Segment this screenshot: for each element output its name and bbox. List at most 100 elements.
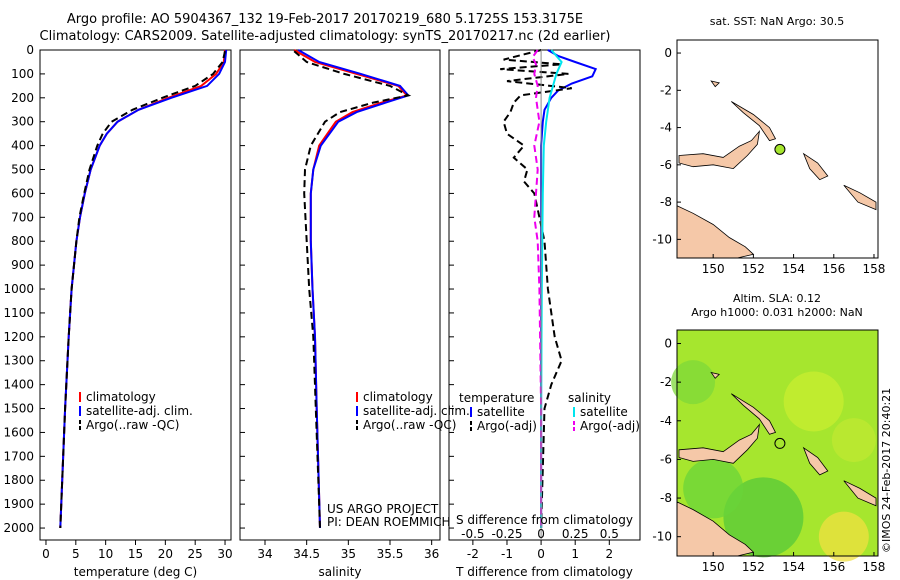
coastline-polygon — [843, 184, 877, 211]
y-tick-label: 200 — [11, 91, 34, 105]
legend-entry: climatology — [363, 390, 433, 404]
legend-header-temperature: temperature — [459, 391, 534, 405]
panel-frame-salinity — [239, 49, 441, 541]
x-tick-label: 15 — [128, 547, 143, 561]
legend-entry: Argo(-adj) — [580, 419, 640, 433]
sla-field-patch — [683, 458, 744, 519]
map-x-tick-label: 156 — [822, 560, 845, 574]
argo-float-marker — [774, 437, 786, 449]
coastline-polygon — [802, 446, 829, 476]
y-tick-label: 1400 — [3, 378, 34, 392]
x-tick-label: 25 — [188, 547, 203, 561]
map-border — [676, 329, 879, 557]
pi-annotation: PI: DEAN ROEMMICH — [327, 515, 450, 529]
y-tick-label: 1500 — [3, 402, 34, 416]
y-tick-label: 1900 — [3, 497, 34, 511]
y-tick-label: 1300 — [3, 354, 34, 368]
legend-entry: Argo(-adj) — [477, 419, 537, 433]
map-y-tick-label: 0 — [664, 46, 672, 60]
sla-field-patch — [723, 477, 804, 558]
legend-entry: satellite-adj. clim. — [86, 404, 193, 418]
legend-entry: satellite — [477, 405, 525, 419]
map-y-tick-label: -6 — [660, 158, 672, 172]
map-x-tick-label: 154 — [782, 262, 805, 276]
x-tick-label: 34.5 — [293, 547, 320, 561]
x-tick-label: 5 — [72, 547, 80, 561]
y-tick-label: 0 — [26, 43, 34, 57]
y-tick-label: 400 — [11, 139, 34, 153]
sla-field-patch — [671, 360, 716, 405]
coastline-polygon — [731, 101, 777, 142]
legend-entry: satellite-adj. clim. — [363, 404, 470, 418]
y-tick-label: 900 — [11, 258, 34, 272]
y-tick-label: 1000 — [3, 282, 34, 296]
y-tick-label: 1800 — [3, 473, 34, 487]
coastline-polygon — [678, 129, 761, 170]
map-y-tick-label: -4 — [660, 121, 672, 135]
top-tick-label: -0.25 — [491, 527, 522, 541]
legend-entry: Argo(..raw -QC) — [86, 418, 179, 432]
figure-title-line2: Climatology: CARS2009. Satellite-adjuste… — [39, 29, 611, 44]
map-title-sla-1: Altim. SLA: 0.12 — [733, 292, 821, 305]
sla-field-patch — [831, 418, 876, 463]
top-tick-label: 0.5 — [600, 527, 619, 541]
map-x-tick-label: 156 — [822, 262, 845, 276]
series-line-satellite-adj--clim- — [59, 49, 228, 529]
x-tick-label: 10 — [98, 547, 113, 561]
x-axis-label-top: S difference from climatology — [456, 513, 633, 527]
map-x-tick-label: 158 — [863, 560, 886, 574]
y-tick-label: 2000 — [3, 521, 34, 535]
legend-entry: satellite — [580, 405, 628, 419]
map-y-tick-label: -6 — [660, 452, 672, 466]
x-tick-label: 1 — [571, 547, 579, 561]
x-tick-label: 34 — [257, 547, 272, 561]
coastline-polygon — [843, 480, 877, 507]
map-border — [676, 39, 879, 259]
y-tick-label: 1100 — [3, 306, 34, 320]
map-title-sla-2: Argo h1000: 0.031 h2000: NaN — [691, 306, 863, 319]
map-title-sst: sat. SST: NaN Argo: 30.5 — [710, 15, 844, 28]
coastline-polygon — [710, 371, 720, 379]
series-line-argo---raw--qc- — [59, 50, 226, 529]
x-tick-label: 35 — [341, 547, 356, 561]
y-tick-label: 600 — [11, 186, 34, 200]
top-tick-label: 0.25 — [562, 527, 589, 541]
map-x-tick-label: 150 — [702, 560, 725, 574]
legend-entry: climatology — [86, 390, 156, 404]
x-axis-label-temperature: temperature (deg C) — [74, 565, 197, 579]
x-tick-label: 36 — [424, 547, 439, 561]
coastline-polygon — [678, 423, 761, 464]
map-x-tick-label: 158 — [863, 262, 886, 276]
map-x-tick-label: 150 — [702, 262, 725, 276]
map-x-tick-label: 152 — [742, 560, 765, 574]
y-tick-label: 1600 — [3, 425, 34, 439]
top-tick-label: 0 — [537, 527, 545, 541]
x-axis-label-difference: T difference from climatology — [455, 565, 633, 579]
map-y-tick-label: -2 — [660, 83, 672, 97]
y-tick-label: 1200 — [3, 330, 34, 344]
coastline-polygon — [731, 393, 777, 435]
legend-entry: Argo(..raw -QC) — [363, 418, 456, 432]
sla-field-patch — [818, 511, 869, 562]
panel-frame-temperature — [39, 49, 232, 541]
coastline-polygon — [710, 80, 721, 88]
map-y-tick-label: -8 — [660, 491, 672, 505]
sla-field-patch — [783, 371, 844, 432]
x-tick-label: 30 — [217, 547, 232, 561]
pi-annotation: US ARGO PROJECT — [327, 502, 439, 516]
panel-frame-difference — [448, 49, 641, 541]
map-y-tick-label: -10 — [652, 530, 672, 544]
series-line-satellite-adj--clim- — [297, 49, 411, 529]
y-tick-label: 100 — [11, 67, 34, 81]
y-tick-label: 800 — [11, 234, 34, 248]
x-tick-label: -2 — [467, 547, 479, 561]
y-tick-label: 300 — [11, 115, 34, 129]
argo-float-marker — [774, 143, 786, 155]
x-tick-label: 2 — [605, 547, 613, 561]
map-x-tick-label: 154 — [782, 560, 805, 574]
x-tick-label: -1 — [501, 547, 513, 561]
map-y-tick-label: -10 — [652, 232, 672, 246]
figure-title-line1: Argo profile: AO 5904367_132 19-Feb-2017… — [66, 12, 584, 27]
map-y-tick-label: -4 — [660, 414, 672, 428]
